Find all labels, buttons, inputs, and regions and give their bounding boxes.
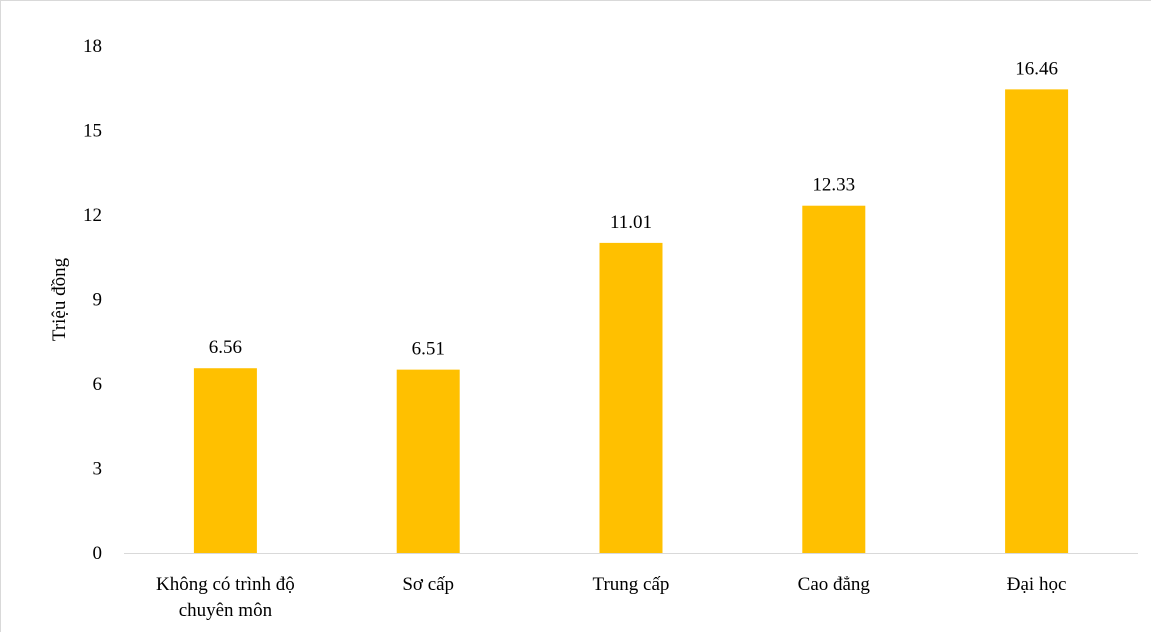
x-category-label: Đại học <box>1007 574 1067 595</box>
data-label: 6.51 <box>412 339 445 360</box>
y-axis-title: Triệu đồng <box>49 257 70 341</box>
bar <box>802 205 866 553</box>
data-label: 6.56 <box>209 337 242 358</box>
data-labels: 6.56 6.51 11.01 12.33 16.46 <box>209 58 1058 359</box>
data-label: 12.33 <box>812 175 855 196</box>
x-category-label: Không có trình độ chuyên môn <box>156 574 295 621</box>
x-category-label: Trung cấp <box>593 574 670 595</box>
data-label: 11.01 <box>610 212 652 233</box>
y-tick-label: 15 <box>83 121 102 142</box>
y-tick-label: 3 <box>93 459 103 480</box>
bar <box>599 242 663 553</box>
y-tick-label: 9 <box>93 290 103 311</box>
x-axis-categories: Không có trình độ chuyên môn Sơ cấp Trung c… <box>156 574 1066 621</box>
y-tick-label: 12 <box>83 205 102 226</box>
data-label: 16.46 <box>1015 58 1058 79</box>
y-tick-label: 6 <box>93 374 103 395</box>
bar <box>193 368 257 553</box>
x-category-label: Sơ cấp <box>402 574 454 595</box>
y-tick-label: 18 <box>83 36 102 57</box>
x-category-label: Cao đẳng <box>798 574 871 595</box>
bars <box>193 89 1069 554</box>
bar <box>1005 89 1069 554</box>
y-axis-ticks: 0 3 6 9 12 15 18 <box>83 36 102 564</box>
y-tick-label: 0 <box>93 543 103 564</box>
bar <box>396 369 460 553</box>
